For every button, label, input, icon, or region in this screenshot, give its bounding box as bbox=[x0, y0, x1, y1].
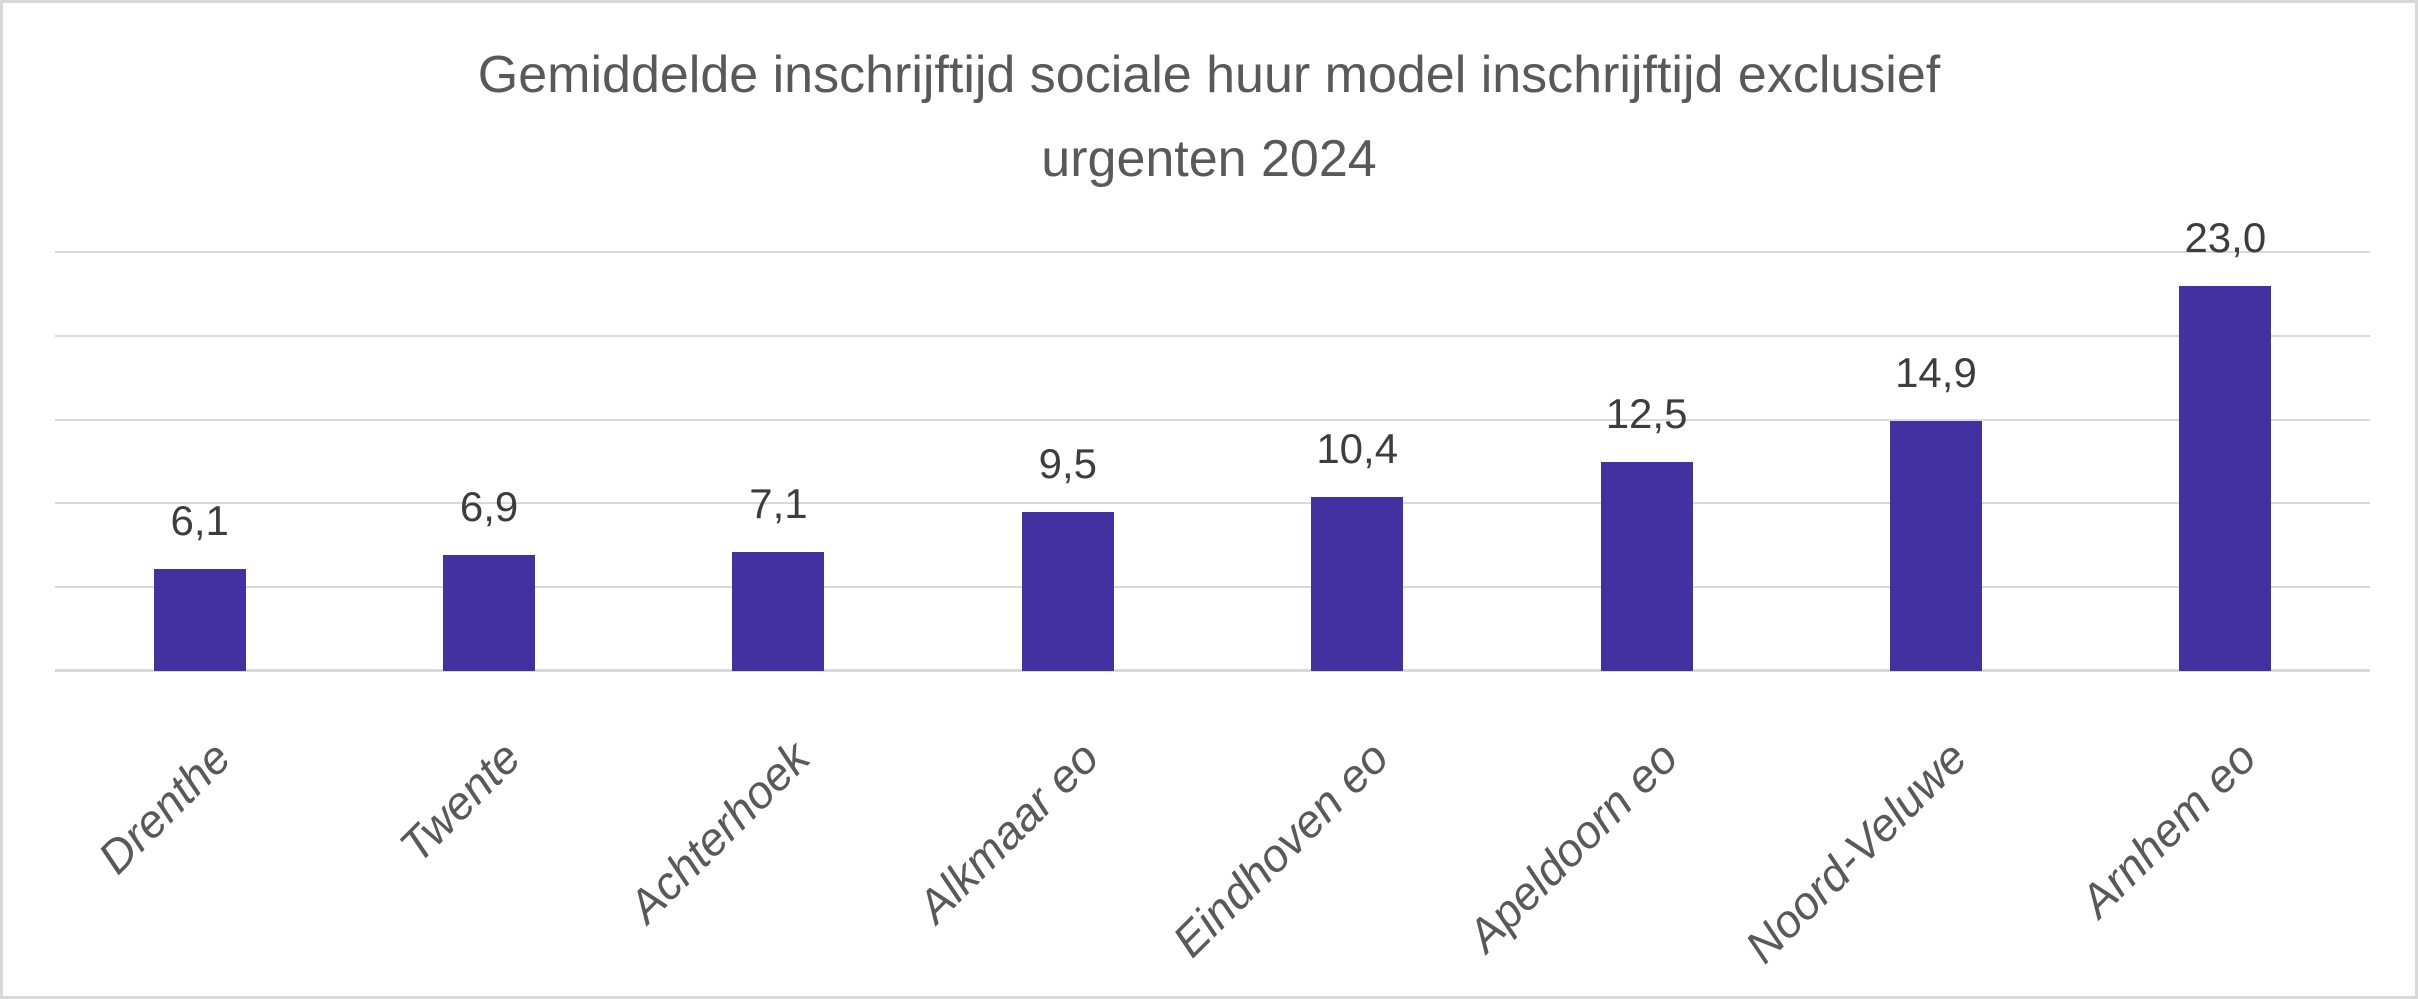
bar-twente bbox=[443, 555, 536, 671]
category-label: Achterhoek bbox=[617, 731, 820, 933]
category-label: Noord-Veluwe bbox=[1735, 731, 1977, 973]
chart-title: Gemiddelde inschrijftijd sociale huur mo… bbox=[477, 46, 1941, 188]
bar-value-label: 7,1 bbox=[749, 480, 808, 528]
gridline bbox=[55, 334, 2370, 337]
bar-apeldoorn-eo bbox=[1600, 461, 1693, 671]
bar-arnhem-eo bbox=[2179, 285, 2272, 671]
bar-eindhoven-eo bbox=[1311, 496, 1404, 671]
bar-slot: 9,5 Alkmaar eo bbox=[907, 252, 1212, 932]
category-label: Alkmaar eo bbox=[907, 731, 1109, 933]
bar-slot: 14,9 Noord-Veluwe bbox=[1735, 252, 2080, 973]
category-label: Eindhoven eo bbox=[1162, 731, 1398, 967]
category-label: Arnhem eo bbox=[2070, 731, 2267, 927]
bar-slot: 23,0 Arnhem eo bbox=[2070, 214, 2370, 927]
bar-slot: 10,4 Eindhoven eo bbox=[1162, 252, 1502, 967]
gridline bbox=[55, 502, 2370, 505]
bar-alkmaar-eo bbox=[1021, 511, 1114, 671]
bar-value-label: 10,4 bbox=[1316, 424, 1399, 472]
bar-slot: 6,9 Twente bbox=[344, 252, 633, 872]
bar-value-label: 6,1 bbox=[170, 496, 229, 544]
x-axis-line bbox=[55, 669, 2370, 672]
bar-drenthe bbox=[153, 568, 246, 671]
bar-noord-veluwe bbox=[1889, 421, 1982, 671]
bar-slot: 6,1 Drenthe bbox=[55, 252, 344, 883]
gridline bbox=[55, 251, 2370, 253]
bar-slot: 12,5 Apeldoorn eo bbox=[1457, 252, 1791, 961]
bar-value-label: 6,9 bbox=[459, 483, 519, 531]
bar-achterhoek bbox=[732, 552, 825, 671]
bar-value-label: 9,5 bbox=[1038, 439, 1098, 487]
plot-area: 6,1 Drenthe 6,9 Twente 7,1 Achterhoek 9,5 Alkma… bbox=[55, 214, 2370, 973]
gridline bbox=[55, 418, 2370, 421]
bar-slot: 7,1 Achterhoek bbox=[618, 252, 923, 932]
bar-value-label: 23,0 bbox=[2184, 213, 2267, 261]
gridline bbox=[55, 586, 2370, 589]
bar-value-label: 14,9 bbox=[1895, 349, 1977, 397]
category-label: Twente bbox=[388, 731, 530, 873]
bar-value-label: 12,5 bbox=[1605, 389, 1688, 437]
category-label: Drenthe bbox=[87, 731, 241, 884]
bars-group: 6,1 Drenthe 6,9 Twente 7,1 Achterhoek 9,5 Alkma… bbox=[55, 214, 2370, 973]
category-label: Apeldoorn eo bbox=[1457, 731, 1688, 962]
